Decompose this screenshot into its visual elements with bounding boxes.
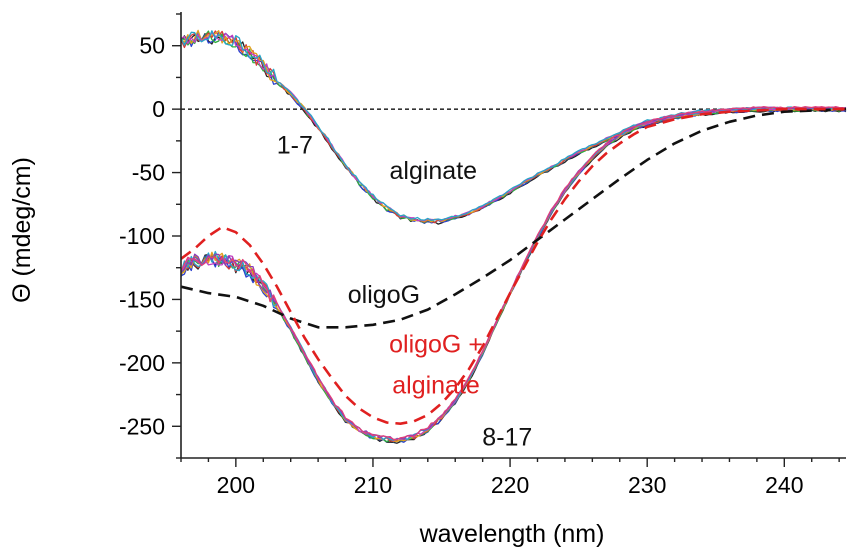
- x-tick-label: 240: [765, 472, 803, 498]
- y-tick-label: 0: [152, 96, 165, 122]
- annotation-label: 1-7: [277, 132, 313, 160]
- y-tick-label: -100: [119, 223, 165, 249]
- annotation-label: alginate: [389, 157, 477, 185]
- x-tick-label: 200: [217, 472, 255, 498]
- y-axis-title: Θ (mdeg/cm): [8, 157, 36, 303]
- y-tick-label: -150: [119, 286, 165, 312]
- axes-layer: [172, 12, 846, 467]
- x-tick-label: 230: [628, 472, 666, 498]
- series-1-7-replicate-7: [180, 30, 847, 221]
- series-8-17-replicate-2: [180, 109, 847, 443]
- y-tick-label: -50: [132, 160, 165, 186]
- x-tick-label: 210: [354, 472, 392, 498]
- y-tick-label: -200: [119, 350, 165, 376]
- annotation-label: oligoG +: [389, 331, 483, 359]
- x-tick-label: 220: [491, 472, 529, 498]
- series-1-7-replicate-5: [180, 29, 847, 223]
- series-1-7-replicate-4: [180, 30, 847, 224]
- series-1-7-replicate-6: [180, 32, 847, 222]
- y-tick-label: 50: [139, 33, 165, 59]
- y-tick-label: -250: [119, 413, 165, 439]
- series-8-17-replicate-1: [180, 109, 847, 444]
- series-layer: [180, 29, 847, 444]
- tick-label-layer: 50 0 -50 -100 -150 -200 -250 200 210 220 230 240: [119, 33, 804, 498]
- series-1-7-replicate-1: [180, 33, 847, 225]
- series-oligoG-plus-alginate: [180, 107, 846, 425]
- annotation-label: 8-17: [482, 423, 532, 451]
- annotation-label: alginate: [392, 371, 480, 399]
- x-axis-title: wavelength (nm): [419, 520, 605, 548]
- annotation-label: oligoG: [348, 281, 420, 309]
- series-1-7-replicate-2: [180, 30, 847, 224]
- series-1-7-replicate-3: [180, 30, 847, 224]
